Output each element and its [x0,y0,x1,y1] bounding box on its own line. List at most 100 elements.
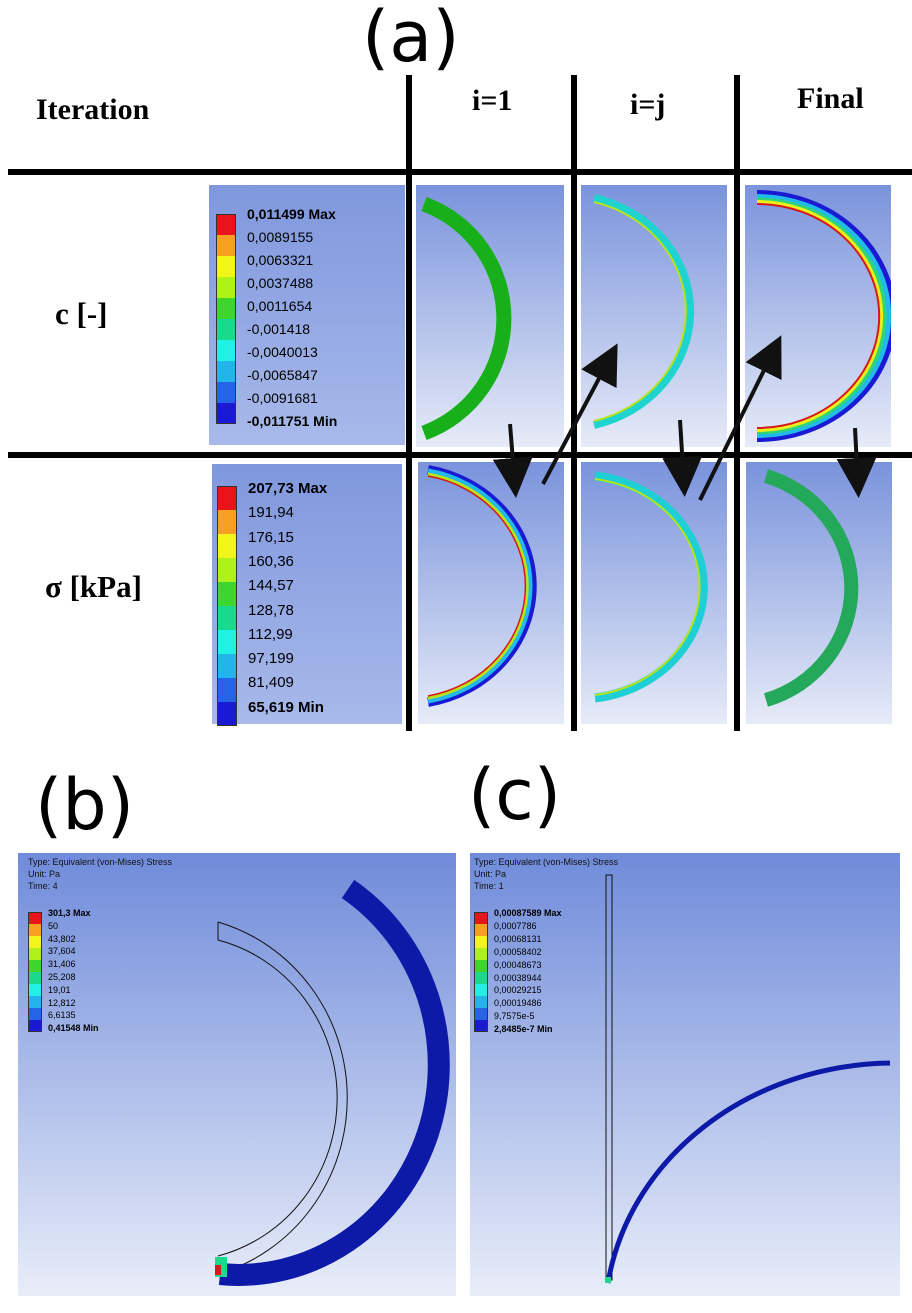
legend-label: 160,36 [248,552,294,570]
grid-line-v1 [406,75,412,731]
arrow-sigma-ij-to-c-final [698,335,782,501]
legend-swatch [474,972,488,984]
legend-swatch [217,558,237,582]
panel-b-time: Time: 4 [28,881,58,891]
legend-label: -0,0040013 [247,344,318,360]
legend-label: 128,78 [248,601,294,619]
legend-label: 0,0007786 [494,920,537,931]
sim-sigma-i1 [418,462,564,724]
legend-swatch [216,298,236,319]
legend-label: 0,00048673 [494,959,542,970]
panel-b-unit: Unit: Pa [28,869,61,879]
legend-label: 37,604 [48,946,76,957]
legend-label: 0,00058402 [494,946,542,957]
row-label-c: c [-] [55,296,108,331]
legend-swatch [217,606,237,630]
legend-label: 31,406 [48,959,76,970]
legend-swatch [474,1020,488,1032]
arc-sigma-final [764,469,859,707]
grid-line-v2 [571,75,577,731]
legend-label: 301,3 Max [48,908,91,918]
legend-label: 0,0089155 [247,229,314,245]
legend-label: 207,73 Max [248,480,328,497]
sim-sigma-final [746,462,892,724]
legend-swatch [216,361,236,382]
legend-swatch [28,1020,42,1032]
legend-swatch [216,403,236,424]
grid-line-h2 [8,452,912,458]
legend-label: -0,0091681 [247,390,318,406]
legend-swatch [217,654,237,678]
panel-c-geometry [605,874,891,1284]
legend-label: 0,0037488 [247,275,314,291]
legend-swatch [28,996,42,1008]
sim-c-i1 [416,185,564,447]
legend-swatch [28,948,42,960]
legend-label: -0,011751 Min [247,413,338,429]
legend-label: 0,00019486 [494,998,542,1009]
legend-label: 0,00029215 [494,985,542,996]
legend-swatch [217,534,237,558]
legend-swatch [28,924,42,936]
legend-label: 144,57 [248,577,294,595]
panel-c-time: Time: 1 [474,881,504,891]
arrow-overlay [492,335,877,501]
panel-label-b: (b) [35,764,135,846]
panel-label-c: (c) [468,754,562,836]
arc-sigma-ij [594,471,708,703]
sim-c-ij [581,185,727,447]
sim-sigma-ij [581,462,727,724]
panel-c: Type: Equivalent (von-Mises) Stress Unit… [470,853,900,1296]
legend-swatch [28,972,42,984]
legend-label: -0,0065847 [247,367,318,383]
legend-label: 0,00087589 Max [494,908,562,918]
legend-swatch [217,510,237,534]
legend-swatch [474,912,488,924]
legend-label: 0,00038944 [494,972,542,983]
legend-label: 50 [48,920,59,931]
panel-b-type: Type: Equivalent (von-Mises) Stress [28,857,173,867]
panel-c-type: Type: Equivalent (von-Mises) Stress [474,857,619,867]
arrow-c-to-sigma-ij [662,419,703,497]
legend-swatch [474,984,488,996]
legend-swatch [216,214,236,235]
legend-swatch [217,630,237,654]
legend-label: 81,409 [248,674,294,692]
legend-label: 43,802 [48,933,76,944]
legend-swatch [474,960,488,972]
legend-swatch [474,936,488,948]
legend-swatch [216,340,236,361]
legend-swatch [216,277,236,298]
legend-label: 9,7575e-5 [494,1011,535,1022]
arrow-sigma-i1-to-c-ij [541,343,618,485]
legend-swatch [28,984,42,996]
legend-label: 19,01 [48,984,71,995]
sim-c-final [745,185,891,447]
legend-swatch [474,924,488,936]
legend-label: 0,011499 Max [247,206,336,222]
column-header-final: Final [797,82,864,115]
arc-sigma-i1 [427,465,537,707]
column-header-ij: i=j [630,88,666,121]
column-header-i1: i=1 [472,84,513,117]
legend-label: 6,6135 [48,1010,76,1021]
legend-label: 97,199 [248,650,294,668]
panel-c-unit: Unit: Pa [474,869,507,879]
legend-label: 0,41548 Min [48,1023,99,1034]
legend-swatch [28,912,42,924]
legend-swatch [474,1008,488,1020]
legend-swatch [216,256,236,277]
legend-label: 25,208 [48,972,76,982]
panel-b: Type: Equivalent (von-Mises) Stress Unit… [18,853,456,1296]
arc-c-final [756,190,891,442]
panel-label-a: (a) [362,0,460,78]
legend-swatch [474,948,488,960]
arrow-c-to-sigma-final [836,427,877,498]
legend-sigma: 207,73 Max 191,94 176,15 160,36 144,57 128,78… [212,464,402,726]
grid-line-v3 [734,75,740,731]
panel-b-geometry [215,879,450,1286]
grid-line-h1 [8,169,912,175]
legend-label: 176,15 [248,528,294,546]
arrow-c-to-sigma-i1 [492,423,533,498]
legend-swatch [474,996,488,1008]
